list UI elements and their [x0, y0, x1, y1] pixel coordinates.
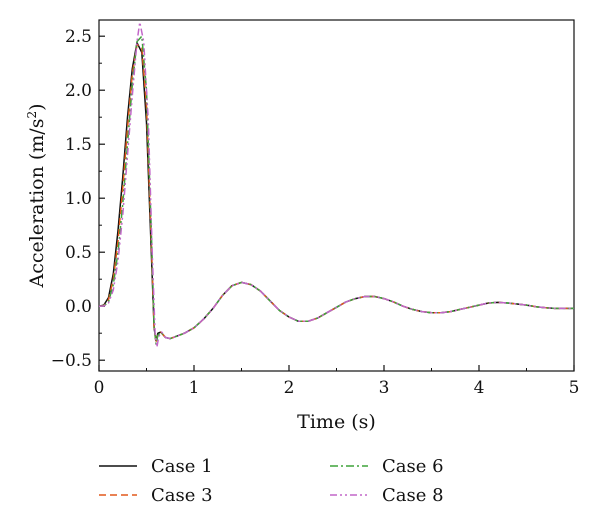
y-axis-ticks: −0.5 0.0 0.5 1.0 1.5 2.0 2.5 — [51, 27, 105, 371]
y-tick-label: 0.0 — [65, 297, 92, 317]
x-tick-label: 2 — [284, 378, 295, 398]
y-tick-label: 2.5 — [65, 27, 92, 47]
x-axis-label: Time (s) — [297, 411, 376, 433]
y-tick-label: 0.5 — [65, 243, 92, 263]
series-line-case-6 — [98, 35, 574, 345]
series-line-case-3 — [98, 44, 574, 344]
series-lines — [98, 21, 574, 348]
y-tick-label: 1.5 — [65, 135, 92, 155]
x-axis-ticks: 0 1 2 3 4 5 — [94, 365, 580, 398]
x-tick-label: 3 — [379, 378, 390, 398]
x-tick-label: 0 — [94, 378, 105, 398]
series-line-case-1 — [98, 41, 574, 342]
x-tick-label: 4 — [474, 378, 485, 398]
series-line-case-8 — [98, 21, 574, 348]
y-tick-label: 2.0 — [65, 81, 92, 101]
y-axis-label: Acceleration (m/s2) — [25, 103, 48, 288]
y-tick-label: 1.0 — [65, 189, 92, 209]
legend-label: Case 8 — [382, 485, 444, 506]
plot-area-frame — [98, 19, 575, 372]
x-tick-label: 5 — [569, 378, 580, 398]
legend-label: Case 6 — [382, 456, 444, 477]
x-tick-label: 1 — [189, 378, 200, 398]
legend-label: Case 1 — [151, 456, 213, 477]
legend: Case 1 Case 3 Case 6 Case 8 — [99, 456, 444, 506]
legend-label: Case 3 — [151, 485, 213, 506]
y-tick-label: −0.5 — [51, 351, 92, 371]
